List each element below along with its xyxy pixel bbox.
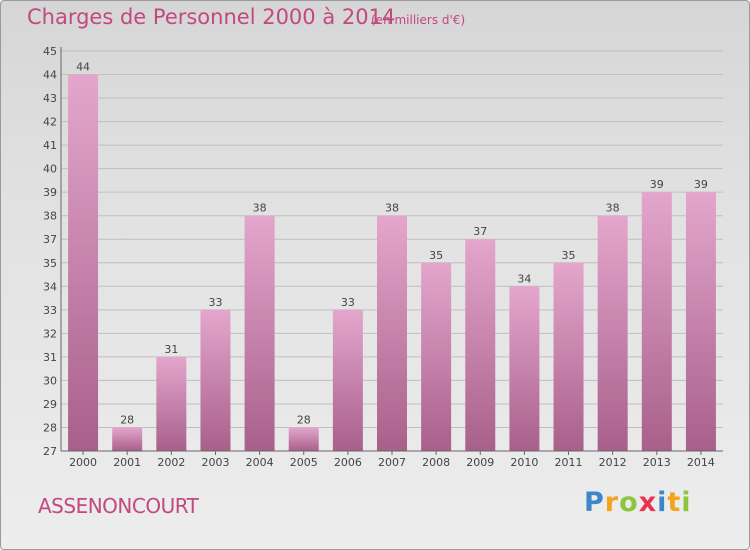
bar bbox=[112, 427, 143, 451]
y-tick-label: 38 bbox=[43, 210, 57, 223]
x-tick-label: 2001 bbox=[113, 456, 141, 469]
bar bbox=[465, 239, 496, 451]
x-tick-label: 2010 bbox=[510, 456, 538, 469]
x-tick-label: 2008 bbox=[422, 456, 450, 469]
bar bbox=[68, 74, 99, 451]
x-tick-label: 2012 bbox=[599, 456, 627, 469]
x-tick-label: 2004 bbox=[246, 456, 274, 469]
bars bbox=[68, 74, 716, 452]
x-tick-label: 2009 bbox=[466, 456, 494, 469]
y-tick-label: 29 bbox=[43, 398, 57, 411]
x-tick-label: 2000 bbox=[69, 456, 97, 469]
data-label: 39 bbox=[694, 178, 708, 191]
y-tick-label: 30 bbox=[43, 374, 57, 387]
y-tick-label: 42 bbox=[43, 116, 57, 129]
y-tick-label: 39 bbox=[43, 186, 57, 199]
y-tick-label: 41 bbox=[43, 139, 57, 152]
logo-letter: t bbox=[667, 487, 682, 518]
logo-letter: o bbox=[619, 487, 639, 518]
data-label: 35 bbox=[429, 249, 443, 262]
y-tick-label: 40 bbox=[43, 163, 57, 176]
bar bbox=[332, 309, 363, 451]
bar bbox=[597, 215, 628, 451]
y-tick-label: 28 bbox=[43, 421, 57, 434]
logo-letter: r bbox=[604, 487, 620, 518]
x-tick-label: 2006 bbox=[334, 456, 362, 469]
bar bbox=[156, 356, 187, 451]
y-axis-ticks: 45 44 43 42 41 40 39 38 37 35 34 33 32 31 30 29 28 27 bbox=[43, 45, 57, 458]
bar bbox=[200, 309, 231, 451]
logo-letter: P bbox=[584, 487, 605, 518]
y-tick-label: 33 bbox=[43, 304, 57, 317]
x-tick-label: 2013 bbox=[643, 456, 671, 469]
x-tick-label: 2002 bbox=[157, 456, 185, 469]
y-tick-label: 37 bbox=[43, 233, 57, 246]
x-tick-label: 2003 bbox=[201, 456, 229, 469]
data-label: 31 bbox=[164, 343, 178, 356]
data-label: 38 bbox=[253, 202, 267, 215]
place-name: ASSENONCOURT bbox=[38, 494, 199, 518]
y-tick-label: 45 bbox=[43, 45, 57, 58]
axes bbox=[60, 47, 723, 452]
x-tick-label: 2007 bbox=[378, 456, 406, 469]
y-tick-label: 27 bbox=[43, 445, 57, 458]
x-tick-label: 2014 bbox=[687, 456, 715, 469]
x-tick-label: 2005 bbox=[290, 456, 318, 469]
chart-subtitle: (en milliers d'€) bbox=[371, 13, 466, 27]
logo-letter: x bbox=[638, 487, 658, 518]
data-label: 33 bbox=[208, 296, 222, 309]
data-label: 35 bbox=[562, 249, 576, 262]
x-axis-ticks: 2000 2001 2002 2003 2004 2005 2006 2007 2008 2009… bbox=[69, 451, 715, 469]
y-tick-label: 34 bbox=[43, 280, 57, 293]
bar bbox=[641, 192, 672, 452]
proxiti-logo[interactable]: Proxiti bbox=[584, 487, 692, 518]
bar bbox=[553, 262, 584, 451]
bar bbox=[685, 192, 716, 452]
y-tick-label: 43 bbox=[43, 92, 57, 105]
data-label: 39 bbox=[650, 178, 664, 191]
data-label: 34 bbox=[517, 272, 531, 285]
y-tick-label: 32 bbox=[43, 327, 57, 340]
bar bbox=[377, 215, 407, 451]
logo-letter: i bbox=[657, 487, 668, 518]
data-label: 33 bbox=[341, 296, 355, 309]
data-label: 44 bbox=[76, 61, 90, 74]
logo-letter: i bbox=[681, 487, 692, 518]
data-labels: 44 28 31 33 38 28 33 38 35 37 34 35 38 39 39 bbox=[76, 61, 708, 427]
y-tick-label: 31 bbox=[43, 351, 57, 364]
data-label: 28 bbox=[297, 413, 311, 426]
data-label: 38 bbox=[385, 202, 399, 215]
chart-title: Charges de Personnel 2000 à 2014 bbox=[27, 5, 396, 29]
bar bbox=[244, 215, 275, 451]
bar bbox=[509, 286, 540, 451]
data-label: 37 bbox=[473, 225, 487, 238]
y-tick-label: 35 bbox=[43, 257, 57, 270]
bar bbox=[421, 262, 452, 451]
bar bbox=[288, 427, 319, 451]
data-label: 38 bbox=[606, 202, 620, 215]
data-label: 28 bbox=[120, 413, 134, 426]
y-tick-label: 44 bbox=[43, 69, 57, 82]
x-tick-label: 2011 bbox=[555, 456, 583, 469]
